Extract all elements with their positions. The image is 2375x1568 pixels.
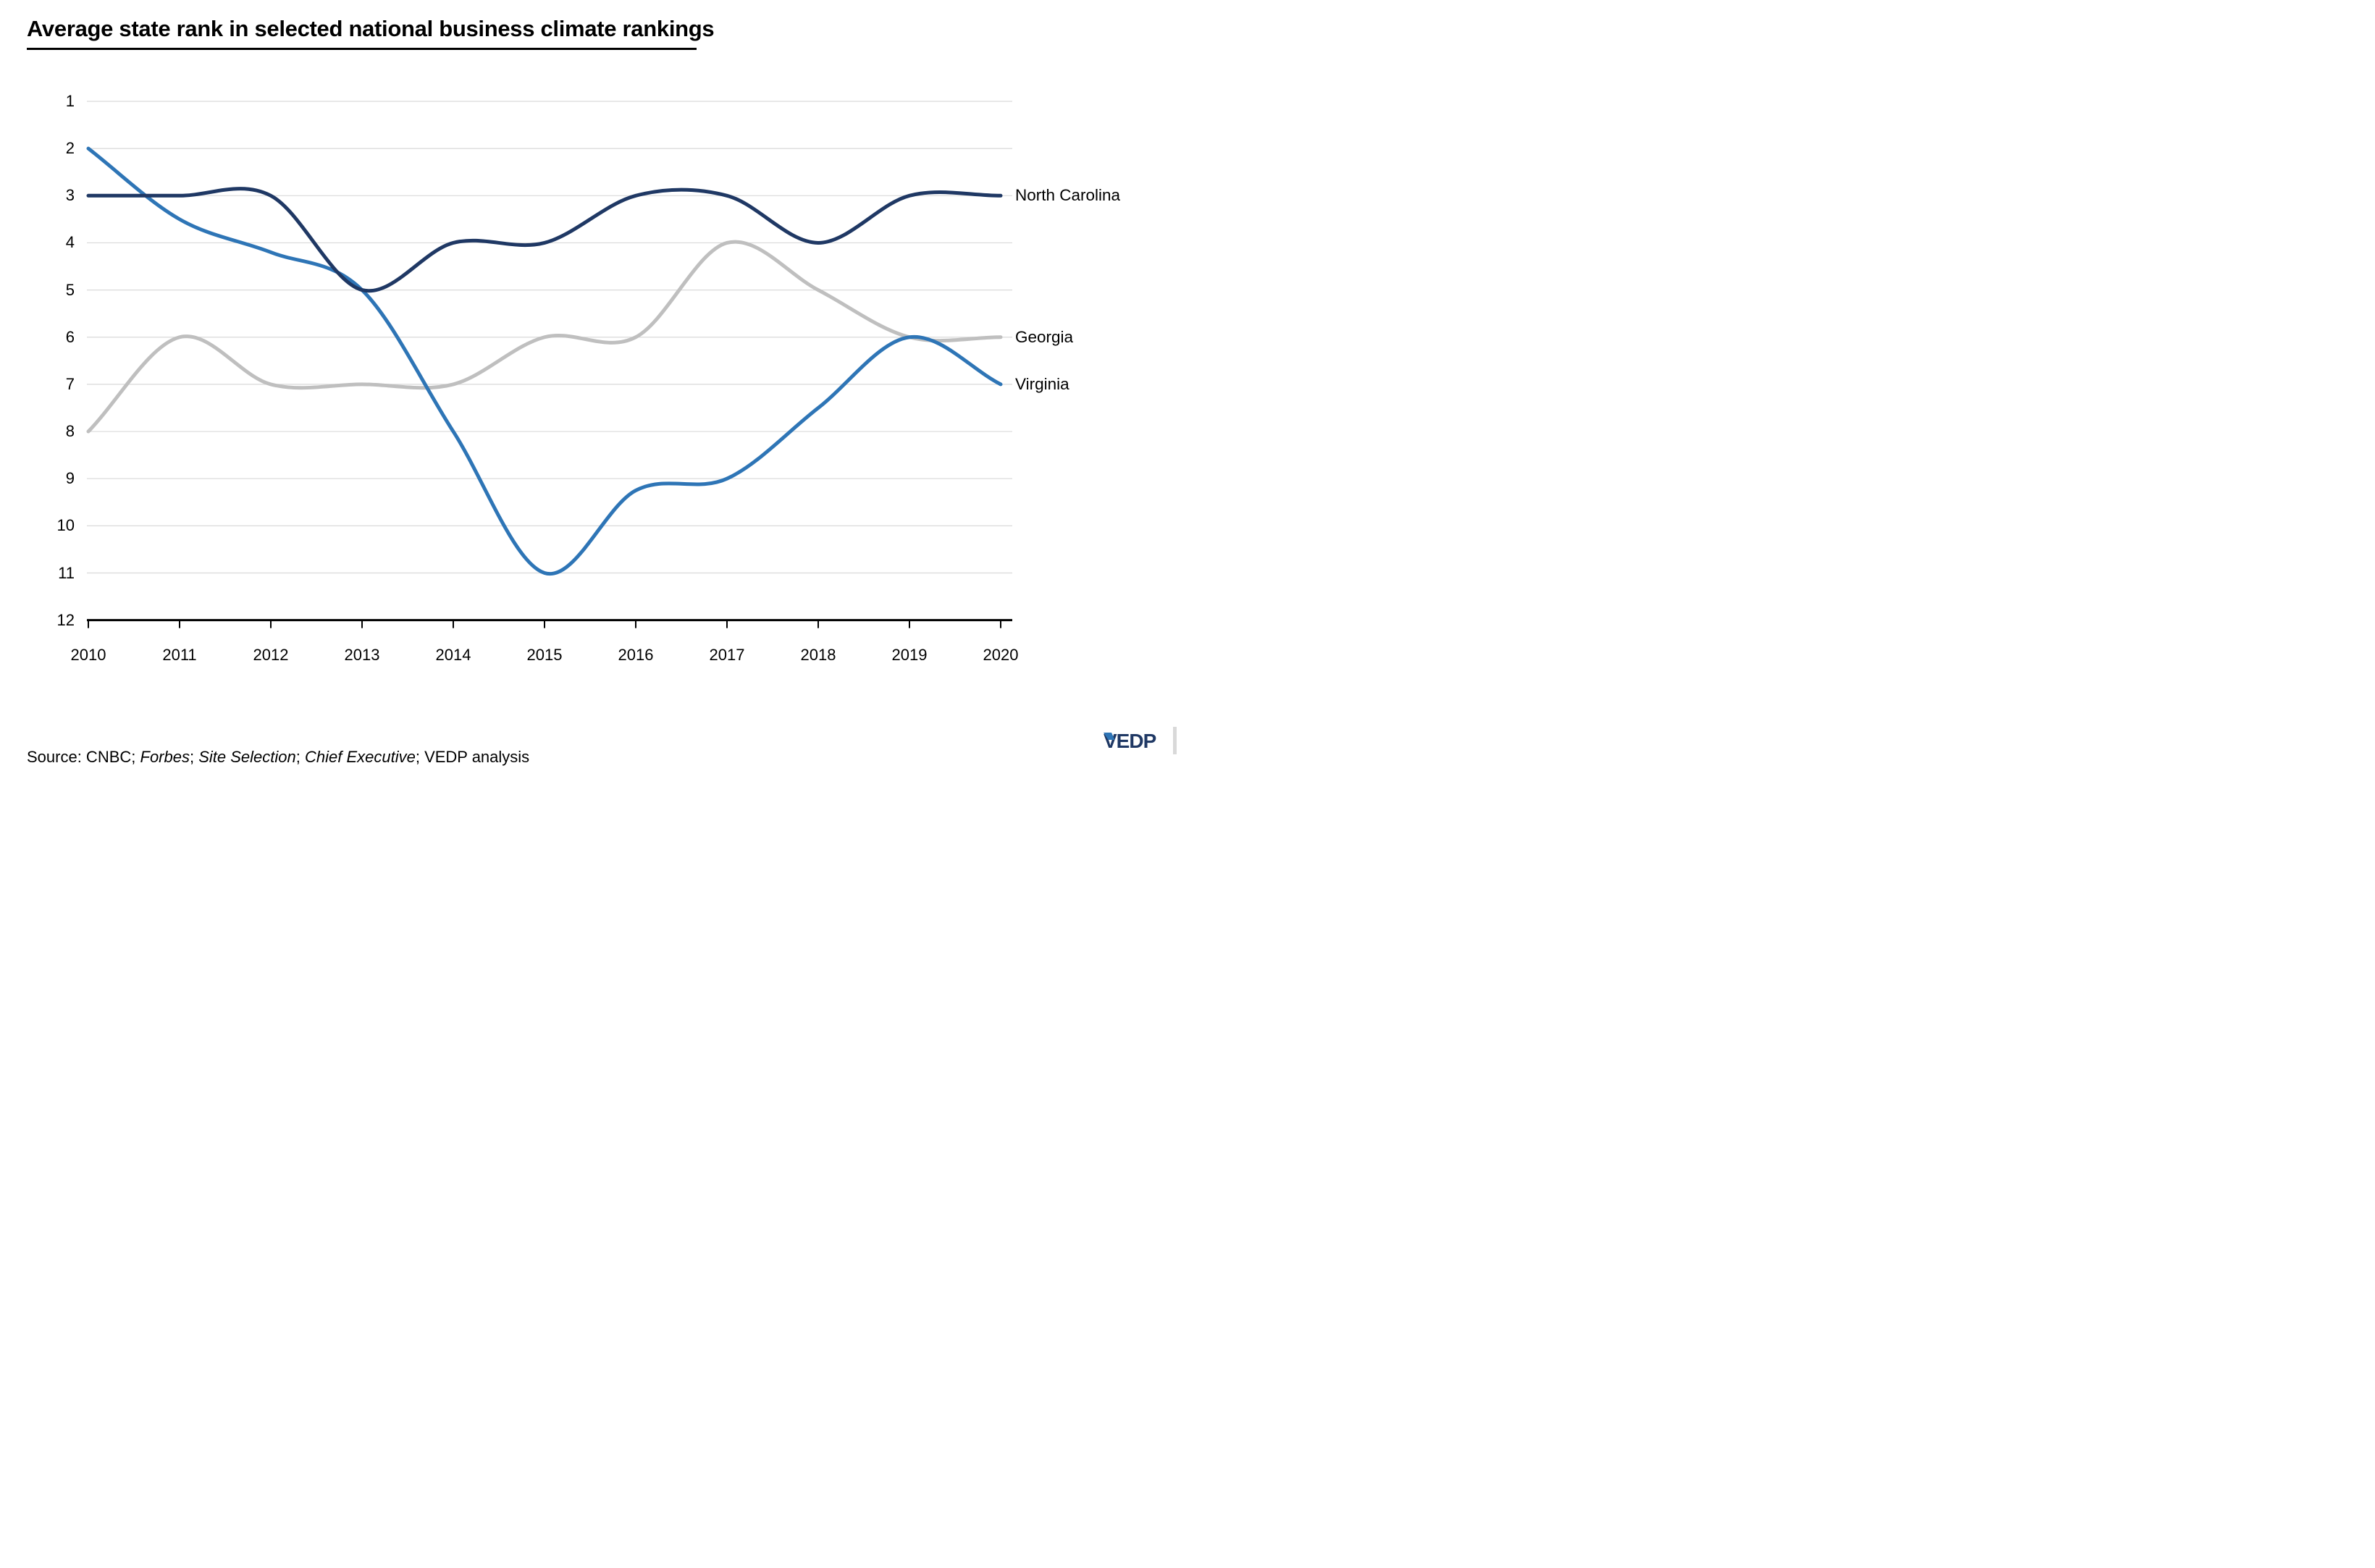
y-axis-label-8: 8 [65, 422, 75, 441]
x-axis-label-2011: 2011 [162, 646, 197, 664]
y-axis-label-2: 2 [65, 139, 75, 158]
title-underline [27, 48, 697, 50]
y-axis-label-6: 6 [65, 327, 75, 346]
series-line-georgia [86, 240, 1003, 434]
y-axis-label-5: 5 [65, 280, 75, 299]
x-axis-label-2018: 2018 [800, 646, 836, 664]
source-note: Source: CNBC; Forbes; Site Selection; Ch… [27, 748, 529, 767]
source-text: ; VEDP analysis [415, 748, 530, 766]
x-axis-label-2019: 2019 [891, 646, 928, 664]
x-axis-label-2012: 2012 [253, 646, 289, 664]
chart-title: Average state rank in selected national … [27, 16, 715, 41]
y-axis-label-11: 11 [58, 563, 75, 582]
vedp-logo: VEDP [1104, 730, 1157, 752]
x-axis-label-2014: 2014 [435, 646, 471, 664]
y-axis-label-12: 12 [56, 610, 75, 629]
y-axis-label-7: 7 [65, 374, 75, 393]
series-label-georgia: Georgia [1015, 327, 1074, 346]
x-axis-label-2016: 2016 [618, 646, 654, 664]
series-line-north-carolina [86, 187, 1003, 293]
vedp-logo-text: VEDP [1104, 730, 1156, 752]
y-axis-label-9: 9 [65, 469, 75, 488]
vedp-logo-accent [1104, 733, 1115, 740]
source-publication: Chief Executive [304, 748, 416, 766]
y-axis-label-1: 1 [65, 92, 75, 110]
series-label-virginia: Virginia [1015, 374, 1069, 393]
source-text: ; [295, 748, 305, 766]
x-axis-label-2015: 2015 [526, 646, 563, 664]
x-axis-label-2010: 2010 [70, 646, 106, 664]
y-axis-label-4: 4 [65, 233, 75, 252]
source-publication: Site Selection [198, 748, 296, 766]
x-axis-label-2020: 2020 [983, 646, 1019, 664]
y-axis-label-3: 3 [65, 186, 75, 205]
series-line-virginia [86, 146, 1003, 576]
x-axis-label-2013: 2013 [344, 646, 380, 664]
source-text: ; [189, 748, 199, 766]
y-axis-label-10: 10 [56, 516, 75, 535]
line-chart [86, 101, 1012, 628]
chart-area: 1 2 3 4 5 6 7 8 9 10 11 12 2010 2011 2012 2013 2014 2015… [0, 0, 1188, 784]
right-edge-bar [1173, 727, 1177, 754]
x-axis-label-2017: 2017 [709, 646, 745, 664]
chart-page: Average state rank in selected national … [0, 0, 1188, 784]
source-text: Source: CNBC; [27, 748, 140, 766]
series-label-north-carolina: North Carolina [1015, 186, 1121, 205]
source-publication: Forbes [140, 748, 190, 766]
